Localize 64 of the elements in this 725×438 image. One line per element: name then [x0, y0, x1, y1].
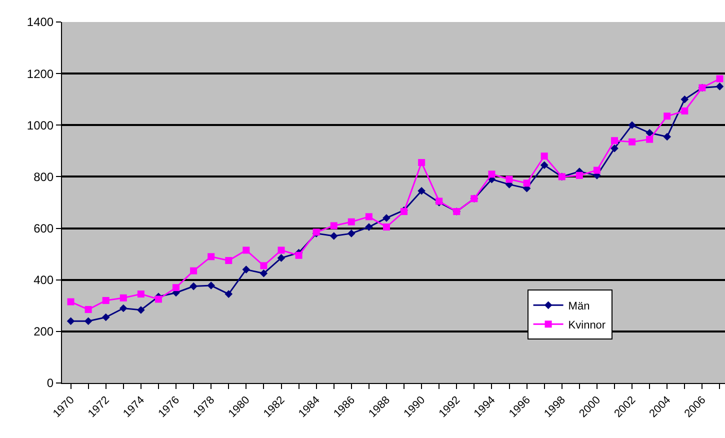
point: [242, 266, 250, 274]
point: [172, 284, 180, 292]
point: [207, 282, 215, 290]
point: [664, 112, 671, 120]
point: [680, 95, 689, 104]
point: [646, 136, 654, 143]
point: [154, 296, 162, 303]
point: [120, 294, 127, 302]
point: [277, 254, 286, 262]
point: [260, 262, 268, 270]
point: [506, 176, 513, 183]
point: [137, 290, 144, 298]
y-tick-label: 1400: [26, 15, 54, 30]
y-tick-label: 400: [34, 273, 54, 288]
point: [628, 138, 636, 146]
point: [295, 252, 302, 259]
y-tick-label: 200: [34, 324, 54, 339]
point: [418, 187, 426, 195]
point: [716, 75, 724, 82]
point: [102, 313, 110, 322]
point: [348, 230, 356, 238]
point: [84, 306, 92, 314]
point: [646, 128, 654, 137]
point: [611, 137, 618, 144]
y-tick-label: 1200: [26, 66, 54, 81]
point: [260, 270, 268, 278]
point: [382, 214, 390, 222]
y-tick-label: 0: [46, 376, 54, 390]
point: [365, 213, 372, 220]
point: [225, 257, 232, 264]
point: [119, 304, 128, 312]
point: [418, 159, 426, 166]
y-tick-label: 1000: [26, 118, 54, 132]
point: [716, 82, 724, 90]
point: [488, 170, 496, 178]
point: [67, 298, 74, 306]
y-tick-label: 600: [34, 221, 54, 236]
point: [190, 282, 198, 290]
point: [681, 107, 688, 114]
point: [610, 144, 618, 152]
point: [365, 223, 373, 231]
point: [663, 132, 672, 141]
point: [348, 218, 355, 226]
legend-label: Män: [568, 300, 590, 312]
point: [278, 246, 285, 254]
point: [628, 121, 636, 130]
point: [84, 317, 92, 326]
legend-label: Kvinnor: [568, 319, 606, 332]
point: [330, 232, 338, 240]
point: [102, 296, 110, 304]
point: [190, 267, 198, 274]
point: [540, 152, 548, 160]
point: [330, 222, 338, 230]
y-tick-label: 800: [34, 170, 54, 184]
point: [382, 224, 390, 230]
point: [523, 180, 530, 187]
point: [540, 161, 548, 170]
point: [224, 290, 233, 298]
point: [208, 253, 215, 260]
point: [137, 306, 145, 314]
point: [242, 246, 250, 254]
point: [66, 317, 75, 326]
point: [576, 172, 583, 179]
point: [593, 166, 600, 174]
